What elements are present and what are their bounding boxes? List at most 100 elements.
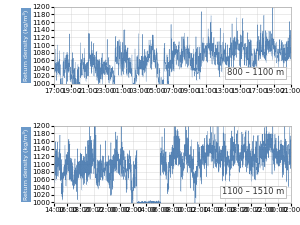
Point (152, 51, 157, 55)
Point (101, 166, 106, 170)
Point (198, 70, 203, 74)
Point (150, 201, 155, 205)
Point (162, 169, 167, 172)
Point (141, 201, 146, 205)
Point (201, 143, 206, 146)
Point (120, 65, 125, 68)
Point (130, 88, 135, 92)
Point (134, 68, 138, 72)
Point (176, 135, 181, 138)
Point (229, 47, 233, 51)
Y-axis label: Return density (kg/m³): Return density (kg/m³) (23, 9, 29, 81)
Point (177, 45, 182, 49)
Point (213, 153, 218, 157)
Point (245, 159, 250, 163)
Point (150, 46, 155, 50)
Point (89, 52, 94, 55)
Point (280, 170, 285, 174)
Point (267, 148, 272, 152)
Point (177, 149, 182, 152)
Point (113, 54, 118, 58)
Point (74, 99, 79, 102)
Point (190, 55, 194, 59)
Point (136, 70, 141, 74)
Point (242, 63, 247, 67)
Point (60, 76, 64, 80)
Point (135, 72, 140, 76)
Point (86, 153, 91, 157)
Point (185, 171, 190, 174)
Point (191, 54, 196, 58)
Point (204, 52, 209, 55)
Point (231, 40, 236, 44)
Point (264, 31, 269, 34)
Point (97, 57, 101, 61)
Point (168, 59, 172, 63)
Point (164, 63, 169, 67)
Point (215, 46, 220, 50)
Point (107, 67, 112, 71)
Point (104, 171, 109, 174)
Point (85, 159, 89, 163)
Point (246, 159, 251, 162)
Point (135, 201, 140, 205)
Point (137, 65, 142, 68)
Point (232, 140, 236, 144)
Point (113, 165, 118, 169)
Point (142, 201, 147, 204)
Point (55, 166, 60, 169)
Point (182, 158, 187, 162)
Point (183, 148, 188, 152)
Point (228, 47, 233, 51)
Point (167, 74, 172, 78)
Point (247, 57, 252, 61)
Point (71, 56, 76, 60)
Point (218, 56, 223, 59)
Point (69, 172, 74, 176)
Point (124, 66, 129, 69)
Point (131, 81, 136, 85)
Point (69, 176, 74, 180)
Point (163, 61, 168, 64)
Point (211, 157, 216, 161)
Point (128, 154, 133, 158)
Point (226, 55, 231, 58)
Point (60, 184, 65, 188)
Point (193, 187, 197, 191)
Point (168, 160, 173, 164)
Point (132, 164, 137, 167)
Point (252, 69, 257, 72)
Point (99, 175, 104, 179)
Point (218, 166, 223, 169)
Point (125, 166, 130, 170)
Point (217, 161, 222, 165)
Point (64, 172, 69, 176)
Point (89, 61, 94, 64)
Point (163, 155, 167, 158)
Point (272, 54, 277, 57)
Point (165, 189, 170, 193)
Point (128, 169, 132, 172)
Point (101, 70, 106, 74)
Point (284, 54, 289, 58)
Point (88, 171, 93, 175)
Point (238, 155, 243, 158)
Point (208, 14, 213, 17)
Point (277, 40, 282, 44)
Point (242, 144, 247, 147)
Point (285, 58, 290, 62)
Point (275, 162, 280, 165)
Point (140, 202, 145, 205)
Point (215, 160, 220, 164)
Point (203, 55, 208, 59)
Point (237, 48, 242, 51)
Point (200, 55, 205, 58)
Point (284, 59, 288, 63)
Point (260, 32, 265, 36)
Point (287, 56, 292, 60)
Point (112, 74, 117, 77)
Point (207, 151, 212, 155)
Point (66, 165, 71, 169)
Point (214, 164, 219, 168)
Point (109, 165, 114, 169)
